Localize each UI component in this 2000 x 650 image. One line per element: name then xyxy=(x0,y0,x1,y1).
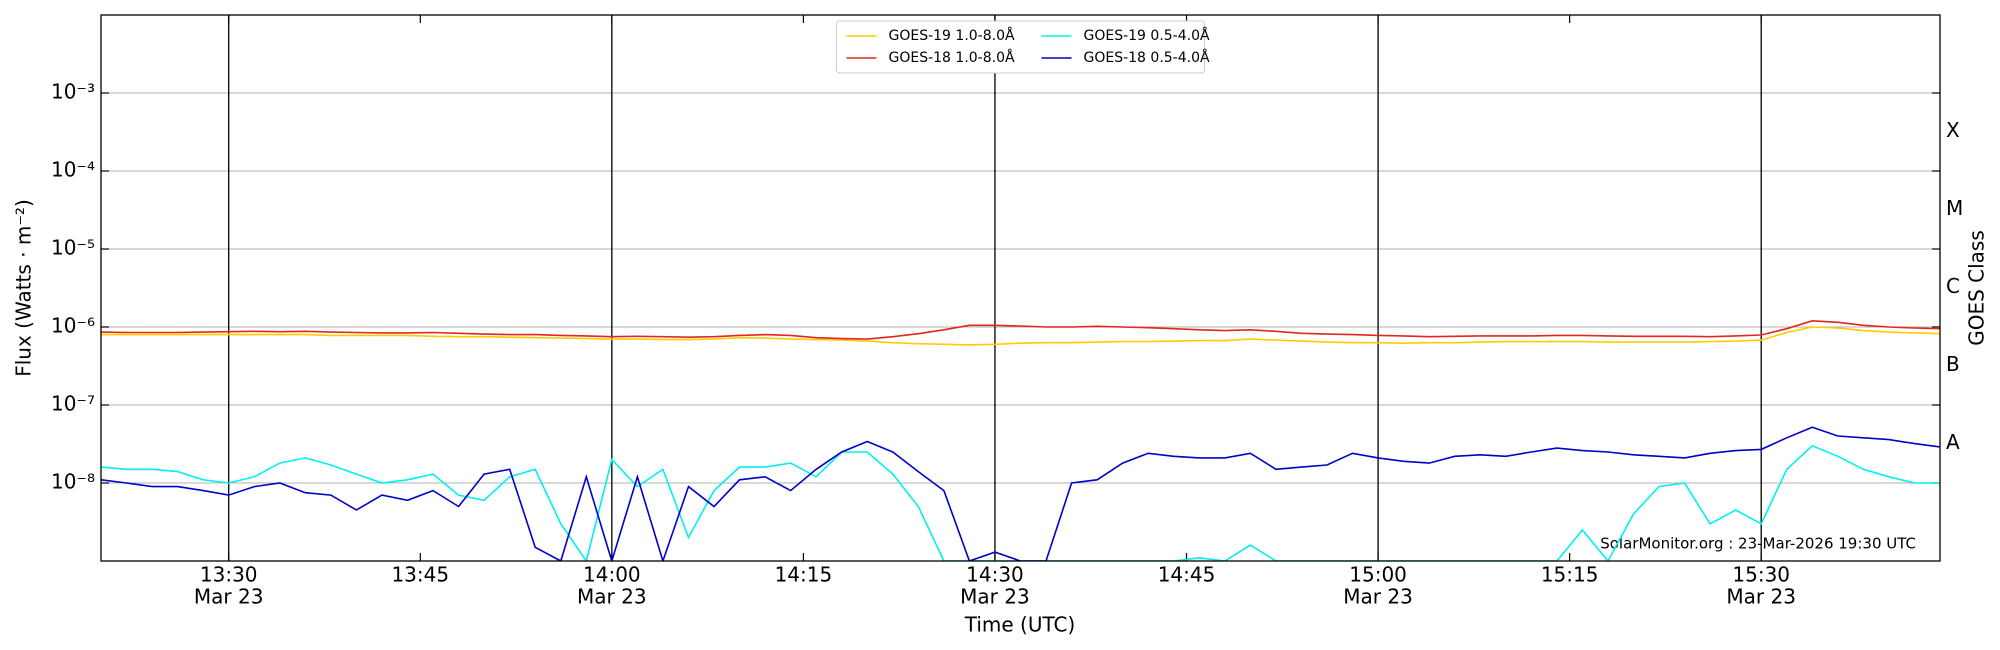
x-tick-date: Mar 23 xyxy=(1343,585,1413,609)
x-tick-label: 14:45 xyxy=(1158,563,1216,587)
x-tick-date: Mar 23 xyxy=(960,585,1030,609)
x-tick-label: 13:45 xyxy=(391,563,449,587)
x-tick-label: 15:15 xyxy=(1541,563,1599,587)
annotation: SolarMonitor.org : 23-Mar-2026 19:30 UTC xyxy=(1600,535,1916,553)
y2-tick-label: A xyxy=(1946,430,1960,454)
y2-tick-label: X xyxy=(1946,118,1960,142)
x-tick-date: Mar 23 xyxy=(577,585,647,609)
legend-label: GOES-18 1.0-8.0Å xyxy=(889,49,1015,66)
x-tick-label: 14:15 xyxy=(775,563,833,587)
x-tick-label: 13:30 xyxy=(200,563,258,587)
x-tick-date: Mar 23 xyxy=(194,585,264,609)
x-tick-label: 15:00 xyxy=(1349,563,1407,587)
plot-area xyxy=(101,319,1940,561)
series-line xyxy=(101,444,1940,561)
series-line xyxy=(101,426,1940,561)
y2-axis-title: GOES Class xyxy=(1965,230,1989,346)
y-tick-label: 10⁻⁷ xyxy=(51,392,95,416)
y-axis-title: Flux (Watts · m⁻²) xyxy=(12,199,36,377)
series-line xyxy=(101,319,1940,340)
y-tick-label: 10⁻³ xyxy=(51,80,95,104)
y2-tick-label: C xyxy=(1946,274,1960,298)
y-tick-label: 10⁻⁵ xyxy=(51,236,95,260)
y-tick-label: 10⁻⁸ xyxy=(51,470,95,494)
plot-frame xyxy=(100,14,1941,562)
y2-tick-label: B xyxy=(1946,352,1960,376)
legend-label: GOES-19 1.0-8.0Å xyxy=(889,27,1015,44)
y2-tick-label: M xyxy=(1946,196,1963,220)
series-line xyxy=(101,326,1940,346)
legend-label: GOES-19 0.5-4.0Å xyxy=(1084,27,1210,44)
legend-label: GOES-18 0.5-4.0Å xyxy=(1084,49,1210,66)
legend-box xyxy=(836,20,1205,74)
y-tick-label: 10⁻⁶ xyxy=(51,314,95,338)
x-tick-label: 14:30 xyxy=(966,563,1024,587)
y-tick-label: 10⁻⁴ xyxy=(51,158,95,182)
x-tick-date: Mar 23 xyxy=(1726,585,1796,609)
x-tick-label: 14:00 xyxy=(583,563,641,587)
x-axis-title: Time (UTC) xyxy=(964,613,1076,637)
x-tick-label: 15:30 xyxy=(1732,563,1790,587)
